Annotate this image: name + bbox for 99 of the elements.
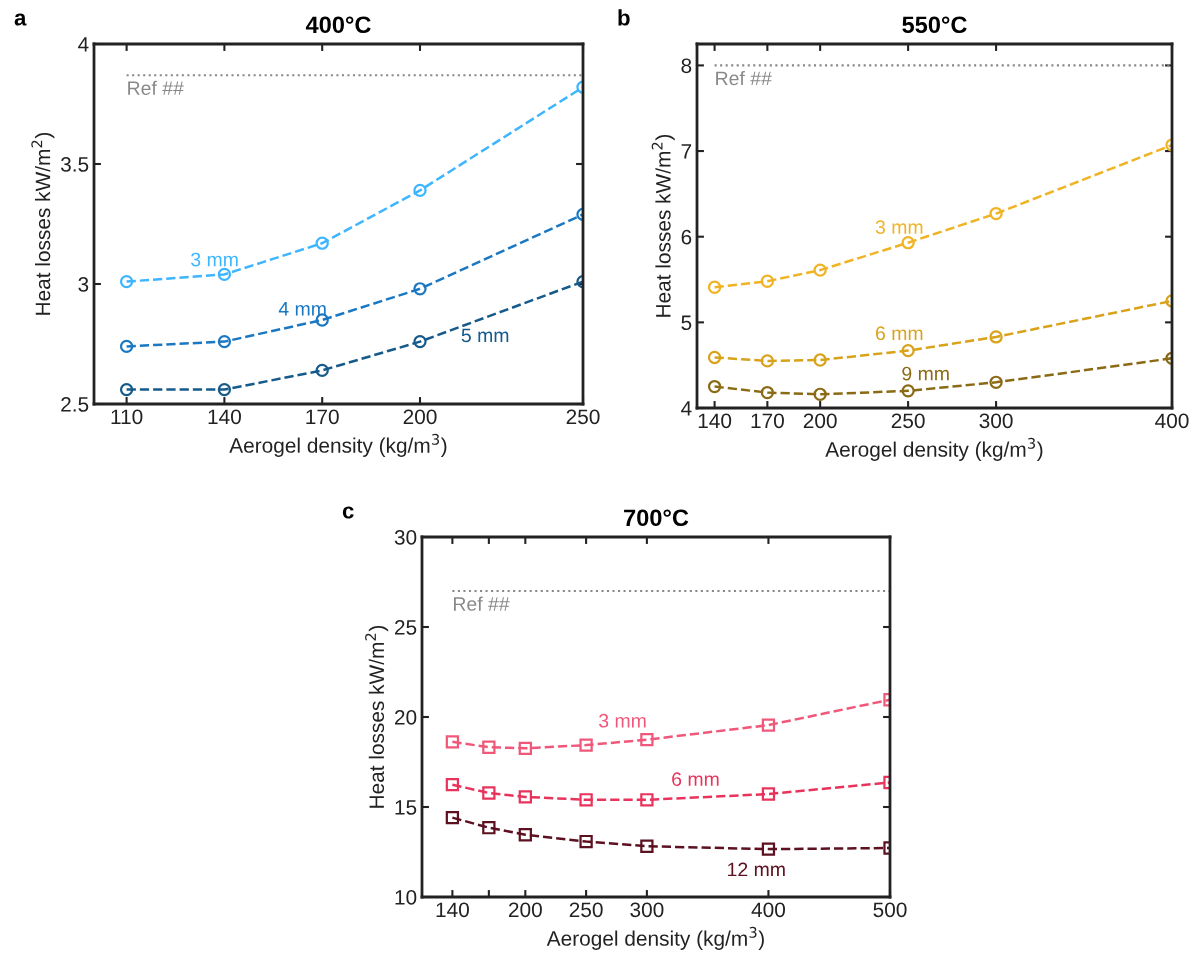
point: [518, 741, 532, 755]
y-tick-label: 8: [681, 58, 692, 74]
x-axis-title: Aerogel density (kg/m$^{3}$): [825, 437, 1043, 461]
point: [989, 206, 1003, 221]
x-tick-label: 200: [508, 902, 542, 918]
point: [813, 353, 827, 367]
x-tick-label: 140: [208, 409, 241, 425]
point: [518, 828, 532, 842]
y-tick-label: 5: [681, 315, 692, 331]
point: [445, 778, 460, 792]
point: [119, 339, 134, 354]
series-label: 6 mm: [876, 326, 923, 341]
x-tick-label: 140: [436, 902, 469, 918]
x-tick-label: 140: [698, 413, 732, 429]
point: [707, 280, 722, 294]
point: [989, 330, 1003, 344]
x-tick-label: 200: [403, 409, 437, 425]
point: [413, 282, 427, 296]
y-tick-label: 6: [681, 229, 692, 245]
point: [579, 793, 593, 807]
series-label: 3 mm: [191, 252, 238, 267]
chart-title: 400°C: [305, 16, 371, 34]
ref-line-label: Ref ##: [128, 80, 184, 96]
y-tick-label: 15: [395, 800, 417, 815]
point: [579, 834, 593, 849]
y-tick-label: 2.5: [61, 397, 89, 412]
point: [413, 334, 427, 349]
x-tick-label: 200: [803, 413, 837, 429]
chart-title: 700°C: [624, 509, 689, 527]
point: [760, 354, 775, 368]
point: [482, 786, 496, 800]
y-tick-label: 25: [395, 620, 417, 635]
x-tick-label: 250: [569, 902, 603, 918]
y-tick-label: 7: [681, 144, 692, 159]
point: [579, 738, 593, 752]
x-tick-label: 170: [751, 413, 784, 429]
x-tick-label: 500: [873, 902, 907, 918]
text: b: [618, 9, 630, 26]
y-tick-label: 4: [78, 37, 89, 52]
point: [217, 382, 232, 397]
x-axis-title: Aerogel density (kg/m$^{3}$): [229, 433, 447, 457]
point: [901, 236, 915, 250]
x-tick-label: 170: [306, 409, 339, 425]
point: [315, 236, 329, 250]
point: [813, 263, 827, 277]
x-tick-label: 400: [751, 902, 786, 918]
point: [989, 375, 1003, 389]
point: [119, 382, 134, 397]
point: [761, 842, 776, 856]
y-tick-label: 4: [681, 401, 692, 416]
series-label: 12 mm: [728, 862, 785, 877]
y-axis-title: Heat losses kW/m$^{2}$): [365, 625, 389, 808]
y-tick-label: 10: [395, 890, 417, 905]
y-axis-title: Heat losses kW/m$^{2}$): [31, 132, 55, 315]
x-tick-label: 250: [891, 413, 925, 429]
point: [640, 793, 654, 807]
point: [640, 733, 654, 747]
series-label: 6 mm: [672, 772, 719, 787]
point: [761, 787, 776, 801]
point: [760, 274, 775, 288]
x-tick-label: 250: [566, 409, 600, 425]
chart-title: 550°C: [902, 16, 967, 34]
series-label: 4 mm: [278, 302, 326, 316]
y-axis-title: Heat losses kW/m$^{2}$): [651, 134, 675, 317]
point: [707, 379, 722, 394]
point: [707, 350, 722, 365]
y-tick-label: 3.5: [60, 157, 89, 172]
series-label: 9 mm: [902, 366, 949, 381]
point: [217, 334, 232, 349]
point: [761, 718, 776, 732]
series-label: 5 mm: [461, 328, 509, 343]
point: [445, 810, 460, 825]
point: [760, 385, 775, 400]
point: [217, 267, 232, 282]
y-tick-label: 3: [78, 277, 89, 292]
point: [901, 384, 915, 398]
y-tick-label: 20: [395, 710, 417, 725]
ref-line-label: Ref ##: [716, 70, 772, 86]
point: [640, 839, 654, 853]
point: [315, 363, 329, 378]
point: [518, 790, 532, 804]
text: a: [14, 13, 27, 26]
point: [901, 343, 915, 358]
point: [813, 387, 827, 401]
y-tick-label: 30: [394, 530, 417, 545]
x-tick-label: 110: [111, 409, 143, 425]
x-tick-label: 400: [1155, 413, 1189, 429]
text: c: [342, 506, 354, 519]
point: [482, 821, 496, 835]
series-label: 3 mm: [875, 220, 923, 234]
x-tick-label: 300: [979, 413, 1013, 429]
point: [482, 740, 496, 754]
point: [445, 735, 460, 749]
ref-line-label: Ref ##: [453, 596, 510, 611]
x-tick-label: 300: [630, 902, 664, 918]
point: [413, 183, 427, 198]
series-label: 3 mm: [599, 713, 646, 728]
x-axis-title: Aerogel density (kg/m$^{3}$): [546, 926, 764, 950]
point: [119, 274, 134, 289]
